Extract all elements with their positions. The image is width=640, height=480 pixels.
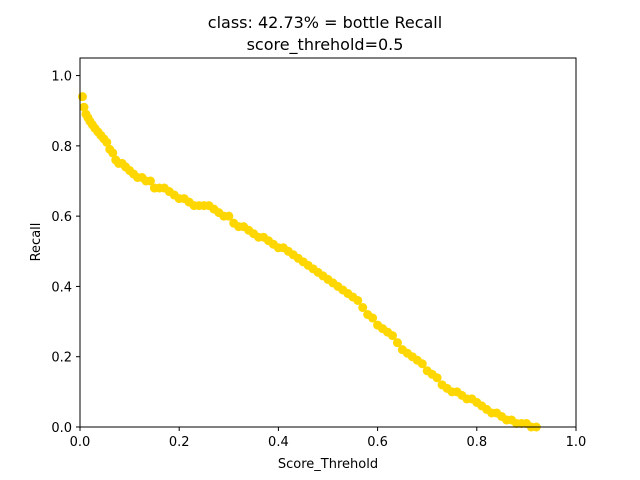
data-point <box>224 211 234 221</box>
x-tick-label: 0.2 <box>169 435 190 450</box>
data-point <box>108 148 118 158</box>
chart-title: class: 42.73% = bottle Recall <box>208 13 442 32</box>
y-tick-label: 1.0 <box>51 70 72 85</box>
data-point <box>102 137 112 147</box>
data-point <box>432 373 442 383</box>
data-point <box>77 92 87 102</box>
data-points <box>77 92 541 432</box>
y-tick-label: 0.4 <box>51 280 72 295</box>
x-tick-label: 1.0 <box>566 435 587 450</box>
x-tick-label: 0.6 <box>367 435 388 450</box>
data-point <box>368 313 378 323</box>
plot-frame <box>79 57 577 428</box>
data-point <box>358 303 368 313</box>
data-point <box>417 359 427 369</box>
x-axis-label: Score_Threhold <box>278 457 378 472</box>
x-tick-label: 0.8 <box>466 435 487 450</box>
data-point <box>145 176 155 186</box>
data-point <box>392 338 402 348</box>
data-point <box>353 295 363 305</box>
y-tick-label: 0.8 <box>51 140 72 155</box>
x-axis-ticks: 0.0 0.2 0.4 0.6 0.8 1.0 <box>70 427 587 450</box>
y-tick-label: 0.2 <box>51 351 72 366</box>
x-tick-label: 0.0 <box>70 435 91 450</box>
data-point <box>387 331 397 341</box>
y-axis-label: Recall <box>29 223 44 262</box>
chart-subtitle: score_threhold=0.5 <box>247 35 404 55</box>
x-tick-label: 0.4 <box>268 435 289 450</box>
y-tick-label: 0.0 <box>51 421 72 436</box>
y-axis-ticks: 0.0 0.2 0.4 0.6 0.8 1.0 <box>51 70 80 436</box>
y-tick-label: 0.6 <box>51 210 72 225</box>
data-point <box>79 102 89 112</box>
